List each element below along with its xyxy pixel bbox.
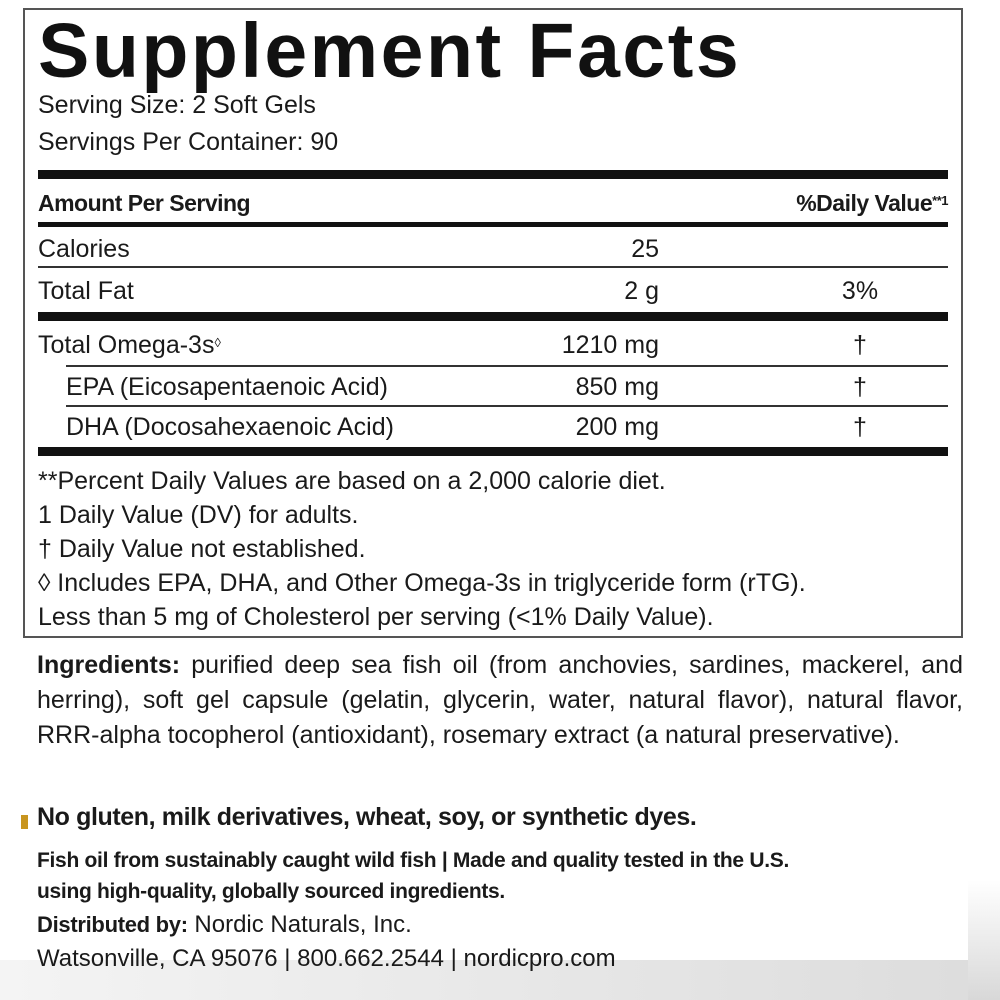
- header-daily-value: %Daily Value**1: [796, 188, 948, 218]
- accent-marker: [21, 815, 28, 829]
- row-label: Total Omega-3s◊: [38, 330, 221, 360]
- background-shade-right: [968, 880, 1000, 1000]
- footnote: **Percent Daily Values are based on a 2,…: [38, 467, 666, 495]
- row-label-sup: ◊: [214, 335, 221, 350]
- footnote: † Daily Value not established.: [38, 535, 366, 563]
- ingredients-text: purified deep sea fish oil (from anchovi…: [37, 651, 963, 749]
- sourcing-line: Fish oil from sustainably caught wild fi…: [37, 849, 789, 872]
- row-label: Total Fat: [38, 277, 134, 305]
- row-divider: [38, 266, 948, 268]
- footnote: Less than 5 mg of Cholesterol per servin…: [38, 603, 714, 631]
- row-amount: 25: [631, 235, 659, 263]
- distributor-address: Watsonville, CA 95076 | 800.662.2544 | n…: [37, 945, 616, 972]
- free-from-statement: No gluten, milk derivatives, wheat, soy,…: [37, 803, 697, 831]
- divider-thick: [38, 170, 948, 179]
- row-dv: †: [853, 331, 867, 359]
- serving-size: Serving Size: 2 Soft Gels: [38, 91, 316, 119]
- footnote: ◊ Includes EPA, DHA, and Other Omega-3s …: [38, 569, 806, 597]
- divider-medium: [38, 222, 948, 227]
- footnote: 1 Daily Value (DV) for adults.: [38, 501, 359, 529]
- row-amount: 2 g: [624, 277, 659, 305]
- distributor-name: Nordic Naturals, Inc.: [194, 911, 412, 938]
- row-amount: 850 mg: [575, 373, 659, 401]
- row-amount: 200 mg: [575, 413, 659, 441]
- header-amount-per-serving: Amount Per Serving: [38, 190, 251, 216]
- divider-thick: [38, 312, 948, 321]
- header-dv-sup: **1: [932, 193, 948, 208]
- servings-per-container: Servings Per Container: 90: [38, 128, 339, 156]
- row-label: Calories: [38, 235, 130, 263]
- row-label-text: Total Omega-3s: [38, 331, 215, 359]
- background-shade: [0, 960, 1000, 1000]
- header-dv-text: %Daily Value: [796, 190, 933, 216]
- row-dv: †: [853, 413, 867, 441]
- row-dv: †: [853, 373, 867, 401]
- row-label: DHA (Docosahexaenoic Acid): [66, 413, 394, 441]
- row-label: EPA (Eicosapentaenoic Acid): [66, 373, 388, 401]
- distributor: Distributed by: Nordic Naturals, Inc.: [37, 910, 412, 940]
- sourcing-line: using high-quality, globally sourced ing…: [37, 880, 505, 903]
- row-divider: [66, 405, 948, 407]
- distributor-label: Distributed by:: [37, 912, 188, 937]
- divider-thick: [38, 447, 948, 456]
- supplement-facts-panel: Supplement Facts Serving Size: 2 Soft Ge…: [23, 8, 963, 638]
- ingredients: Ingredients: purified deep sea fish oil …: [37, 648, 963, 753]
- ingredients-label: Ingredients:: [37, 651, 181, 679]
- row-dv: 3%: [841, 277, 879, 305]
- row-amount: 1210 mg: [561, 331, 659, 359]
- row-divider: [66, 365, 948, 367]
- panel-title: Supplement Facts: [38, 8, 742, 94]
